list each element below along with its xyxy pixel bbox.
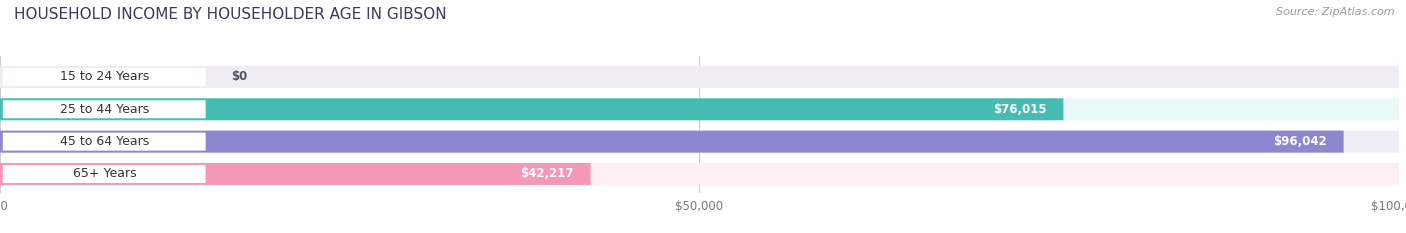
FancyBboxPatch shape xyxy=(0,66,1399,88)
FancyBboxPatch shape xyxy=(3,165,205,183)
Text: HOUSEHOLD INCOME BY HOUSEHOLDER AGE IN GIBSON: HOUSEHOLD INCOME BY HOUSEHOLDER AGE IN G… xyxy=(14,7,447,22)
Text: $76,015: $76,015 xyxy=(993,103,1046,116)
FancyBboxPatch shape xyxy=(3,133,205,151)
FancyBboxPatch shape xyxy=(3,100,205,118)
FancyBboxPatch shape xyxy=(3,68,205,86)
Text: 25 to 44 Years: 25 to 44 Years xyxy=(60,103,149,116)
FancyBboxPatch shape xyxy=(0,163,591,185)
FancyBboxPatch shape xyxy=(0,98,1399,120)
Text: 65+ Years: 65+ Years xyxy=(73,168,136,181)
Text: $0: $0 xyxy=(231,70,247,83)
FancyBboxPatch shape xyxy=(0,98,1063,120)
FancyBboxPatch shape xyxy=(0,163,1399,185)
Text: 45 to 64 Years: 45 to 64 Years xyxy=(60,135,149,148)
Text: 15 to 24 Years: 15 to 24 Years xyxy=(60,70,149,83)
FancyBboxPatch shape xyxy=(0,131,1344,153)
Text: $96,042: $96,042 xyxy=(1272,135,1327,148)
FancyBboxPatch shape xyxy=(0,131,1399,153)
Text: Source: ZipAtlas.com: Source: ZipAtlas.com xyxy=(1277,7,1395,17)
Text: $42,217: $42,217 xyxy=(520,168,574,181)
